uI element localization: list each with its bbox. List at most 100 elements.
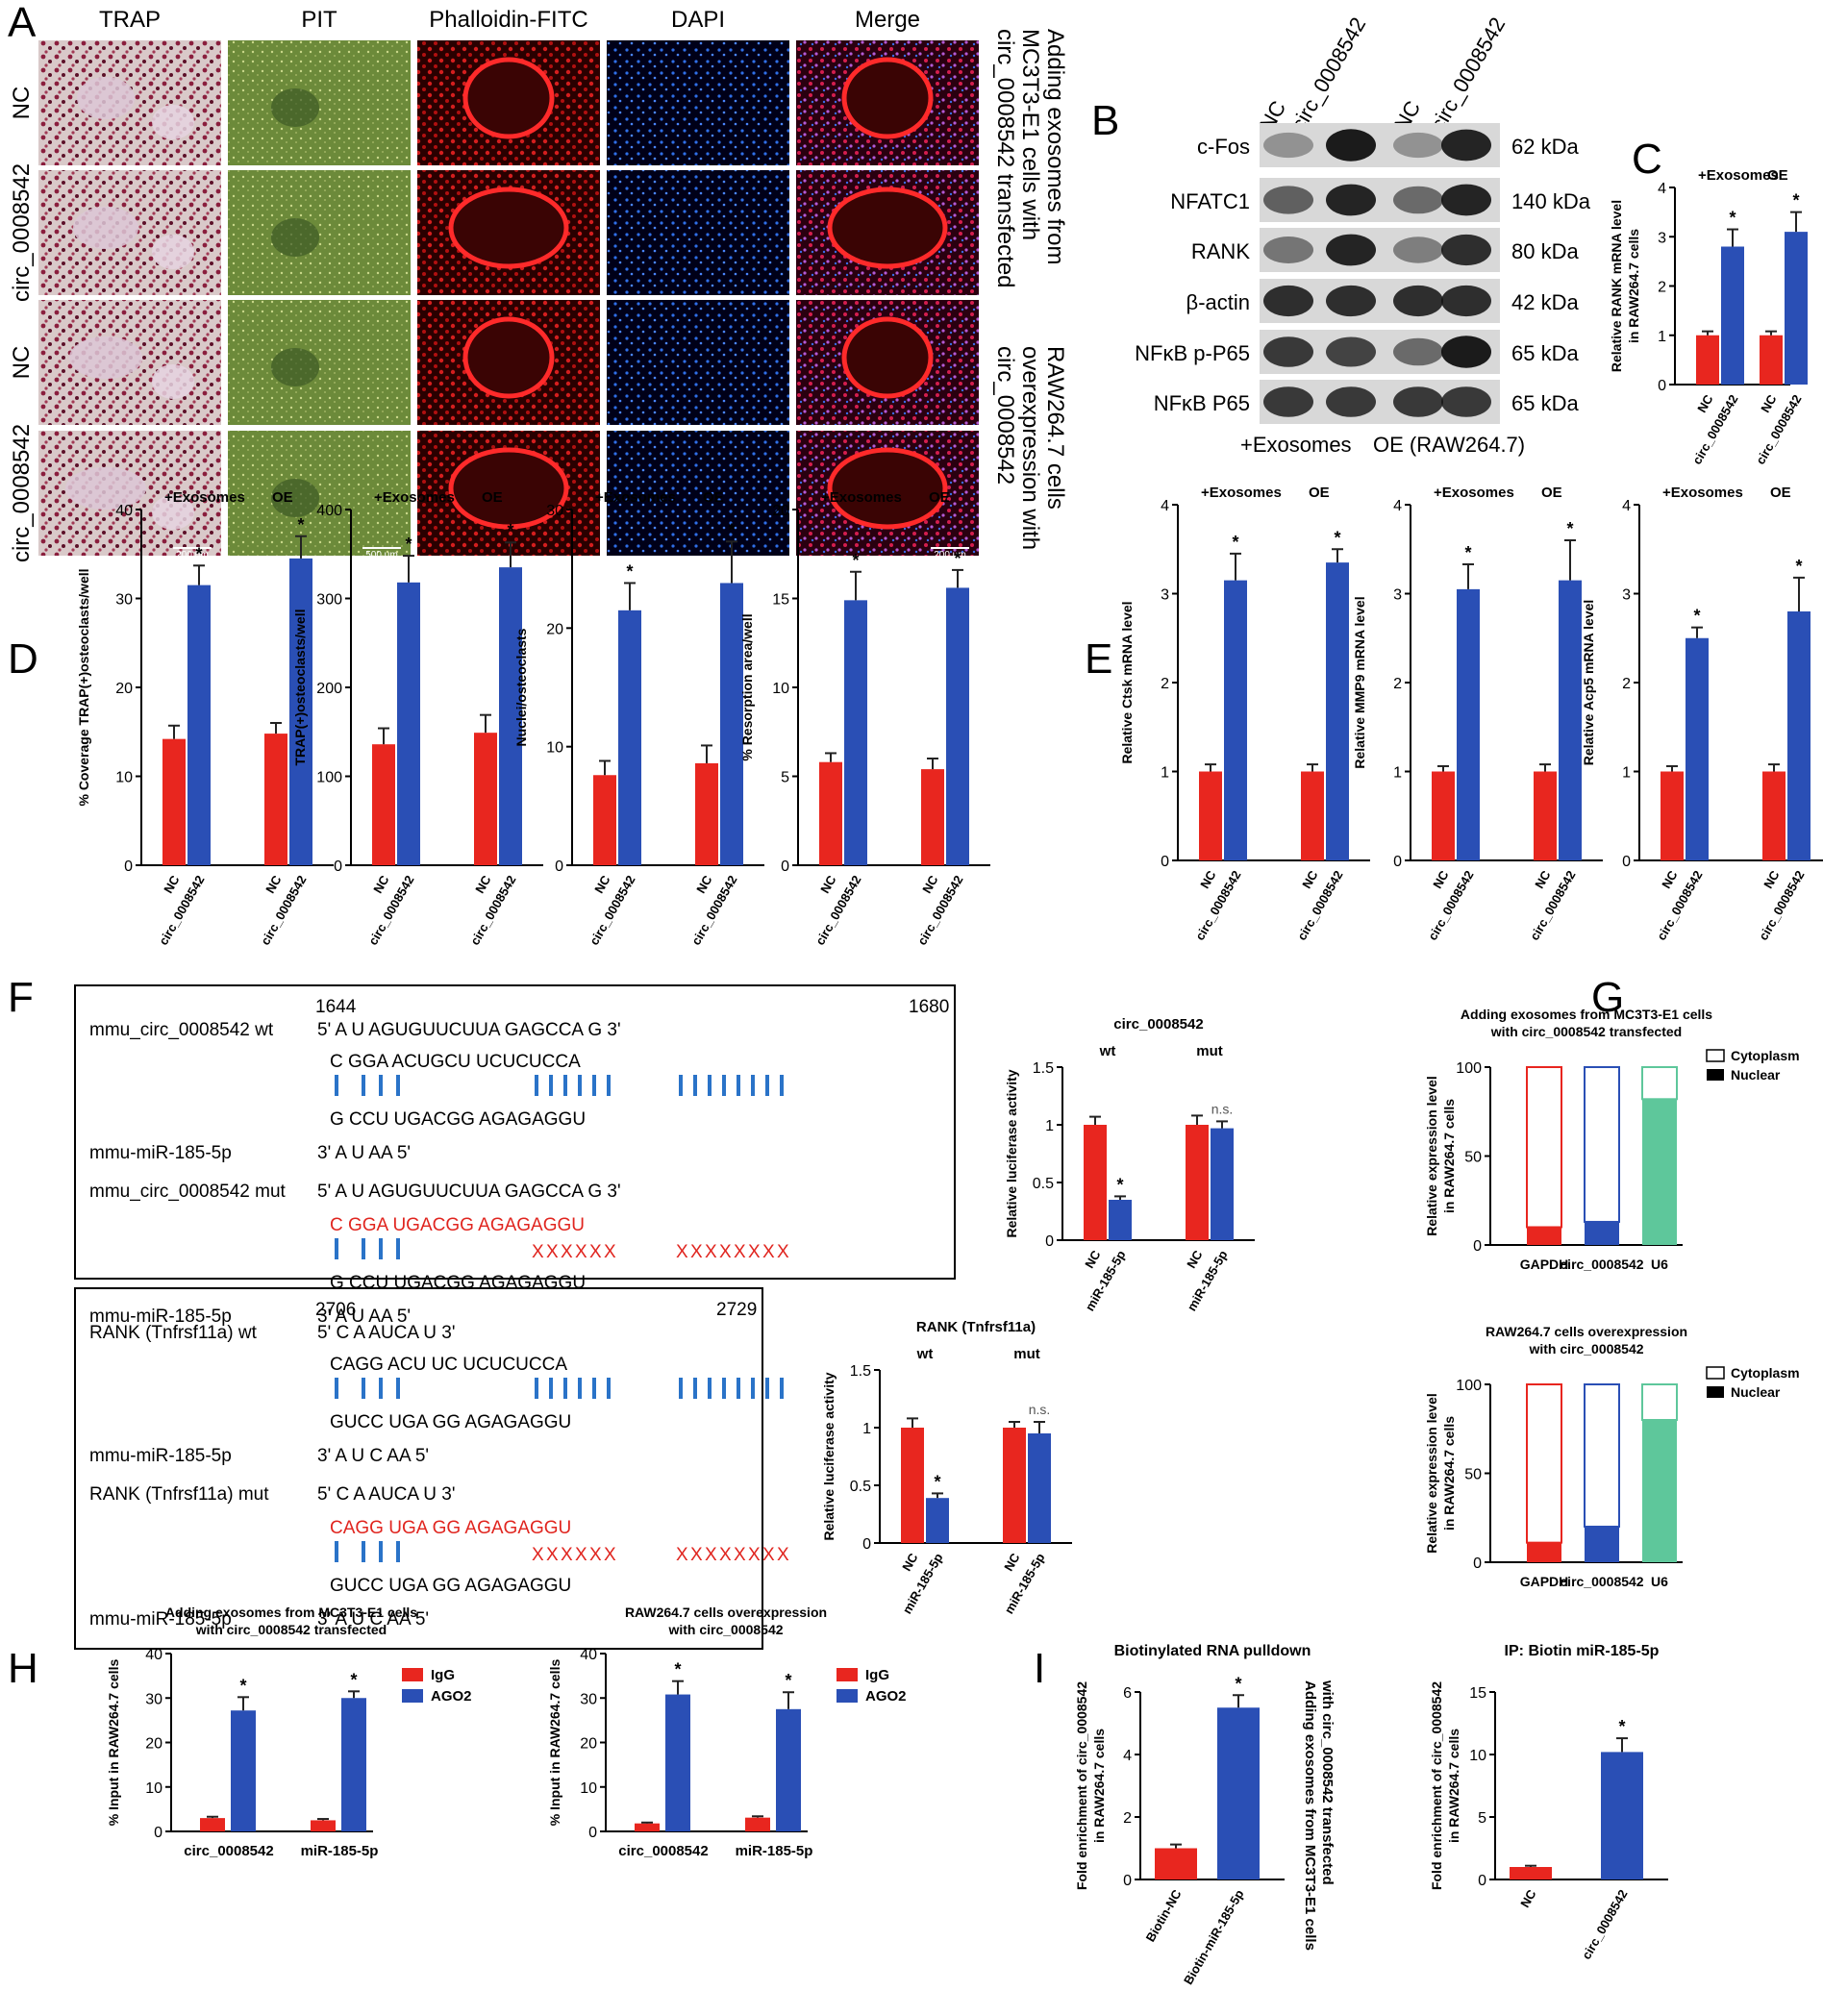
y-tick-label: 0 — [1478, 1873, 1486, 1889]
y-tick-label: 100 — [1456, 1378, 1482, 1394]
blot-band — [1393, 386, 1443, 417]
y-tick-label: 0.5 — [850, 1479, 871, 1495]
bar-nuclear — [1527, 1227, 1561, 1245]
y-tick-label: 20 — [772, 503, 789, 519]
sequence-label: mmu-miR-185-5p — [89, 1307, 232, 1327]
mismatch-mark: X — [762, 1545, 775, 1565]
bar — [1326, 562, 1349, 860]
panel-letter: D — [8, 635, 38, 683]
y-tick-label: 20 — [580, 1736, 597, 1753]
sequence-text: G CCU UGACGG AGAGAGGU — [330, 1109, 586, 1130]
y-tick-label: 0 — [1045, 1233, 1054, 1250]
bar-cytoplasm — [1641, 1066, 1678, 1101]
x-label-group: NC — [1197, 867, 1219, 890]
x-tick-label: NC — [262, 872, 285, 895]
y-tick-label: 1 — [1658, 329, 1666, 345]
x-tick-label: miR-185-5p — [736, 1843, 813, 1859]
significance-mark: * — [674, 1660, 681, 1680]
panel-letter: G — [1591, 974, 1624, 1021]
side-text-group: Adding exosomes from MC3T3-E1 cells with … — [1302, 1680, 1336, 1951]
bar — [819, 761, 842, 865]
bar — [1559, 580, 1582, 860]
bar — [1003, 1428, 1026, 1543]
significance-mark: * — [1232, 533, 1238, 552]
band-size: 42 kDa — [1511, 290, 1579, 314]
column-header: DAPI — [671, 7, 725, 33]
blot-band — [1326, 129, 1376, 162]
sequence-label: mmu_circ_0008542 wt — [89, 1020, 274, 1040]
group-label: +Exosomes — [1434, 485, 1514, 501]
bar — [1084, 1125, 1107, 1240]
panel-letter: H — [8, 1645, 38, 1692]
sequence-text: G CCU UGACGG AGAGAGGU — [330, 1273, 586, 1293]
lane-label-group: circ_0008542 — [1426, 13, 1511, 136]
band-name: NFκB P65 — [1154, 391, 1250, 415]
y-tick-label: 0 — [862, 1536, 871, 1553]
band-size: 62 kDa — [1511, 135, 1579, 159]
significance-mark: * — [1566, 519, 1573, 538]
y-label-group: % Input in RAW264.7 cells — [106, 1659, 121, 1827]
bar-nuclear — [1642, 1099, 1677, 1245]
x-tick-label: NC — [1299, 867, 1321, 890]
bar-cytoplasm — [1641, 1383, 1678, 1421]
bar — [372, 744, 395, 865]
blot-band — [1441, 285, 1491, 317]
side-text-line: Adding exosomes from — [1042, 29, 1068, 264]
osteoclast-ring — [462, 57, 555, 139]
position-end: 1680 — [909, 997, 949, 1017]
row-label-group: NC — [9, 87, 35, 120]
y-label-group: Relative Ctsk mRNA level — [1119, 601, 1135, 763]
sequence-box-circ — [74, 984, 956, 1280]
bar — [1510, 1867, 1552, 1879]
bar-cytoplasm — [1584, 1066, 1620, 1223]
y-tick-label: 0.5 — [1033, 1176, 1054, 1192]
bar — [1199, 771, 1222, 860]
legend-swatch — [1707, 1069, 1724, 1081]
row-label-group: circ_0008542 — [9, 424, 35, 562]
y-tick-label: 0 — [1473, 1238, 1482, 1255]
group-label: wt — [916, 1346, 934, 1362]
y-tick-label: 10 — [580, 1780, 597, 1797]
sequence-text: 3' A U AA 5' — [317, 1307, 411, 1327]
blot-band — [1326, 386, 1376, 417]
bar — [1601, 1752, 1643, 1879]
bar — [1155, 1848, 1197, 1879]
bar — [1432, 771, 1455, 860]
mismatch-mark: X — [705, 1545, 717, 1565]
y-axis-label: Relative luciferase activity — [821, 1372, 837, 1540]
legend-label: Nuclear — [1731, 1067, 1781, 1083]
scale-label: 200 μm — [934, 550, 966, 560]
sequence-label: RANK (Tnfrsf11a) mut — [89, 1484, 269, 1505]
sequence-text: 5' A U AGUGUUCUUA GAGCCA G 3' — [317, 1020, 621, 1040]
row-label-group: circ_0008542 — [9, 163, 35, 302]
bar — [341, 1698, 366, 1831]
y-axis-label: % Input in RAW264.7 cells — [106, 1659, 121, 1827]
y-label-group: Relative luciferase activity — [821, 1372, 837, 1540]
y-label-group: % Resorption area/well — [739, 613, 755, 760]
y-tick-label: 30 — [580, 1691, 597, 1707]
panel-letter: E — [1085, 635, 1112, 683]
legend-label: Cytoplasm — [1731, 1365, 1800, 1381]
sequence-text: CAGG UGA GG AGAGAGGU — [330, 1518, 571, 1538]
row-label: circ_0008542 — [9, 163, 35, 302]
bar — [397, 582, 420, 865]
significance-mark: * — [1618, 1717, 1625, 1736]
band-size: 65 kDa — [1511, 341, 1579, 365]
bar — [200, 1818, 225, 1831]
osteoclast-blob — [69, 336, 142, 379]
band-size: 140 kDa — [1511, 189, 1591, 213]
bar — [162, 738, 186, 865]
scale-label: 200 μm — [176, 550, 209, 560]
bar — [665, 1694, 690, 1831]
y-tick-label: 300 — [316, 592, 342, 609]
y-tick-label: 100 — [1456, 1060, 1482, 1077]
y-axis-label: % Coverage TRAP(+)osteoclasts/well — [76, 568, 91, 806]
y-label-group: Relative luciferase activity — [1004, 1069, 1019, 1237]
bar-cytoplasm — [1526, 1066, 1562, 1229]
x-tick-label: NC — [919, 872, 941, 895]
y-axis-label: in RAW264.7 cells — [1441, 1416, 1457, 1531]
y-axis-label: Nuclei/osteoclasts — [513, 628, 529, 746]
x-label-group: Biotin-NC — [1143, 1886, 1185, 1944]
